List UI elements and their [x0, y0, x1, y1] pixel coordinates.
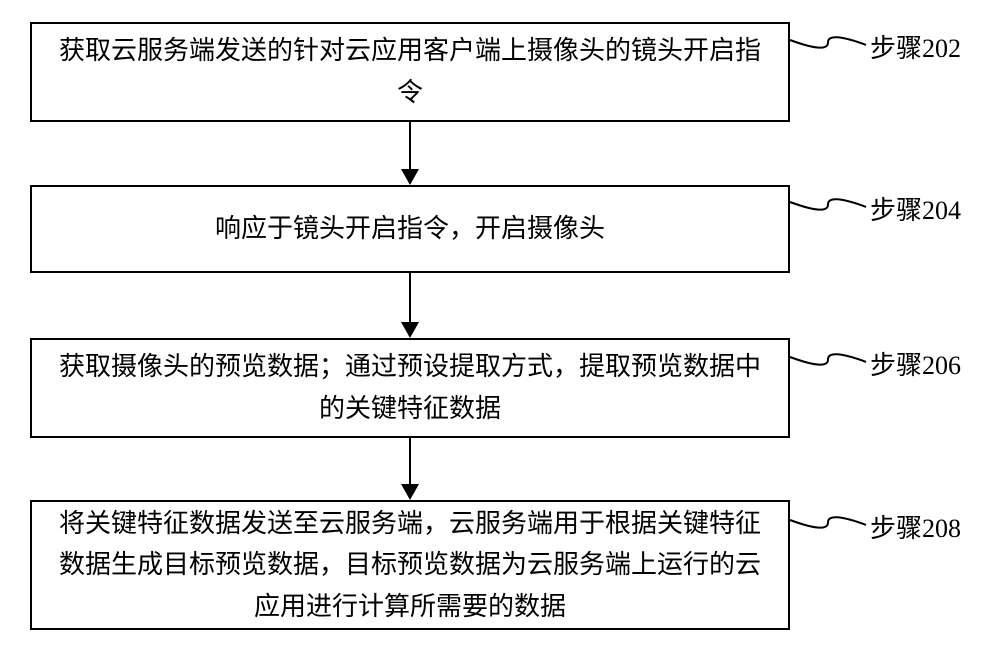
leader-curve-4 — [790, 510, 870, 535]
leader-curve-2 — [790, 192, 870, 217]
step-label-2: 步骤204 — [870, 190, 961, 227]
flow-node-text: 响应于镜头开启指令，开启摄像头 — [215, 208, 605, 250]
step-label-1: 步骤202 — [870, 28, 961, 65]
arrow-2 — [30, 273, 790, 338]
flow-node-n1: 获取云服务端发送的针对云应用客户端上摄像头的镜头开启指令 — [30, 22, 790, 122]
leader-curve-1 — [790, 30, 870, 55]
leader-curve-3 — [790, 347, 870, 372]
arrow-1 — [30, 122, 790, 185]
flow-node-text: 获取摄像头的预览数据；通过预设提取方式，提取预览数据中的关键特征数据 — [52, 346, 768, 429]
flow-node-n4: 将关键特征数据发送至云服务端，云服务端用于根据关键特征数据生成目标预览数据，目标… — [30, 500, 790, 630]
flow-node-n3: 获取摄像头的预览数据；通过预设提取方式，提取预览数据中的关键特征数据 — [30, 338, 790, 438]
flow-node-text: 将关键特征数据发送至云服务端，云服务端用于根据关键特征数据生成目标预览数据，目标… — [52, 503, 768, 628]
step-label-3: 步骤206 — [870, 345, 961, 382]
flowchart-canvas: 获取云服务端发送的针对云应用客户端上摄像头的镜头开启指令响应于镜头开启指令，开启… — [0, 0, 1000, 657]
flow-node-n2: 响应于镜头开启指令，开启摄像头 — [30, 185, 790, 273]
flow-node-text: 获取云服务端发送的针对云应用客户端上摄像头的镜头开启指令 — [52, 30, 768, 113]
step-label-4: 步骤208 — [870, 508, 961, 545]
arrow-3 — [30, 438, 790, 500]
